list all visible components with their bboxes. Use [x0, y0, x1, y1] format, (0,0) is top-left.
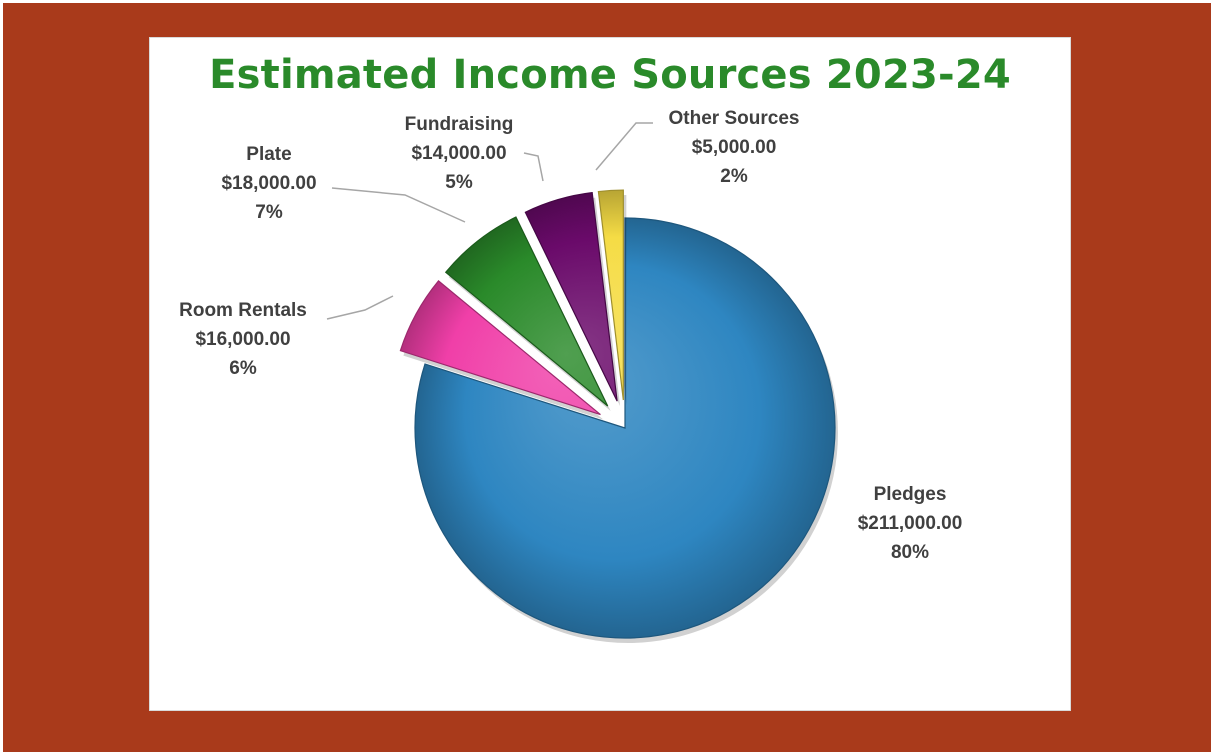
leader-line-room-rentals [326, 295, 394, 320]
chart-title: Estimated Income Sources 2023-24 [209, 52, 1011, 98]
pie-slice-fundraising [524, 191, 618, 402]
data-label-other-sources: Other Sources $5,000.00 2% [669, 108, 800, 187]
leader-line-other-sources [595, 122, 653, 171]
leader-lines-layer [326, 122, 653, 320]
chart-panel: Estimated Income Sources 2023-24 Pledges… [149, 37, 1071, 711]
data-label-plate: Plate $18,000.00 7% [221, 144, 316, 223]
leader-line-fundraising [523, 152, 544, 182]
slice-name-room-rentals: Room Rentals [179, 300, 307, 321]
slice-percent-other-sources: 2% [720, 166, 748, 187]
leader-line-plate [331, 187, 466, 223]
slice-name-plate: Plate [246, 144, 291, 165]
slice-name-other-sources: Other Sources [669, 108, 800, 129]
slice-value-fundraising: $14,000.00 [411, 143, 506, 164]
data-label-fundraising: Fundraising $14,000.00 5% [405, 114, 514, 193]
slice-value-room-rentals: $16,000.00 [195, 329, 290, 350]
slice-value-pledges: $211,000.00 [858, 513, 963, 534]
pie-chart: Pledges $211,000.00 80% Room Rentals $16,000… [179, 108, 962, 643]
slice-value-plate: $18,000.00 [221, 173, 316, 194]
data-label-pledges: Pledges $211,000.00 80% [858, 484, 963, 563]
data-label-room-rentals: Room Rentals $16,000.00 6% [179, 300, 307, 379]
slice-percent-plate: 7% [255, 202, 283, 223]
pie-slice-room-rentals [399, 280, 601, 416]
slice-name-pledges: Pledges [874, 484, 947, 505]
labels-layer: Pledges $211,000.00 80% Room Rentals $16,000… [179, 108, 962, 563]
pie-slice-other-sources [597, 189, 624, 401]
slices-layer [399, 189, 838, 643]
pie-slice-plate [444, 216, 609, 407]
slice-percent-room-rentals: 6% [229, 358, 257, 379]
pie-slice-pledges [414, 217, 836, 639]
slice-percent-fundraising: 5% [445, 172, 473, 193]
slice-name-fundraising: Fundraising [405, 114, 514, 135]
slice-percent-pledges: 80% [891, 542, 929, 563]
slice-value-other-sources: $5,000.00 [692, 137, 777, 158]
